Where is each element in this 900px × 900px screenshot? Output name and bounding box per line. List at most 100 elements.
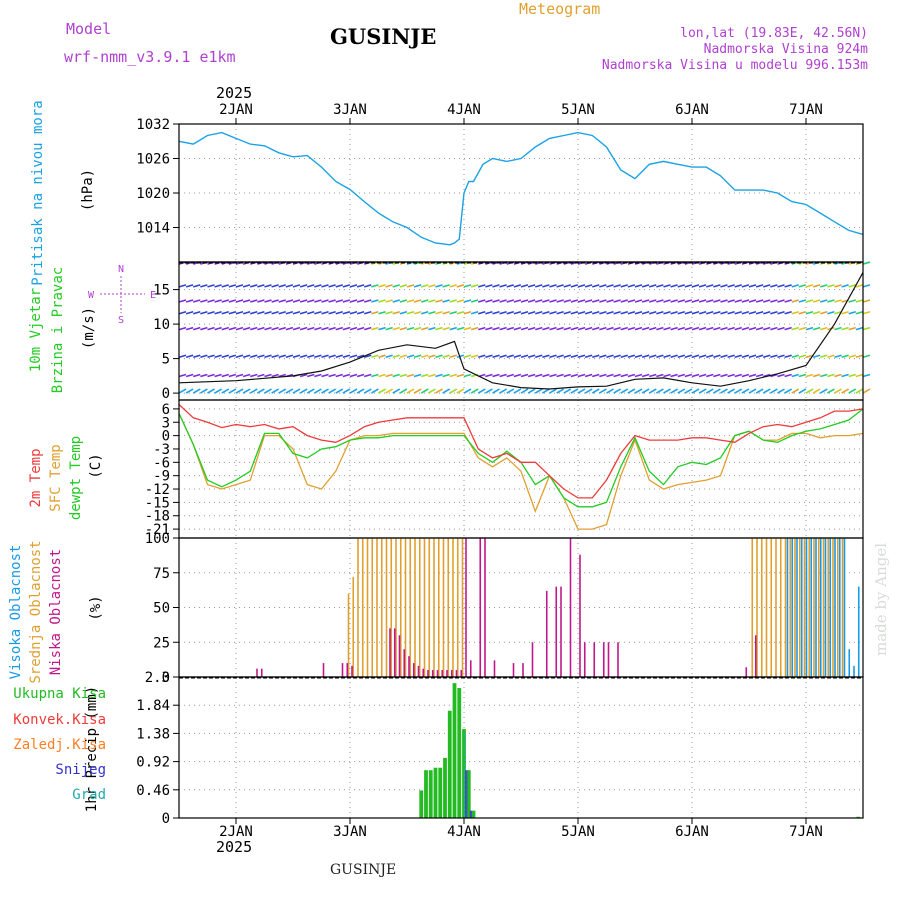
wind-barb xyxy=(442,284,450,288)
wind-barb xyxy=(784,388,793,394)
wind-barb xyxy=(770,299,778,303)
wind-barb xyxy=(520,373,529,378)
wind-barb xyxy=(421,354,429,358)
wind-barb xyxy=(492,354,500,358)
wind-barb xyxy=(584,299,593,303)
wind-barb xyxy=(385,299,393,303)
wind-barb xyxy=(506,284,514,288)
wind-barb xyxy=(499,354,507,358)
wind-barb xyxy=(848,310,856,315)
wind-barb xyxy=(513,326,522,331)
wind-barb xyxy=(770,373,778,378)
sfc-temp-line xyxy=(178,413,864,530)
wind-barb xyxy=(841,373,849,378)
wind-barb xyxy=(577,284,586,288)
wind-barb xyxy=(577,299,586,303)
wind-barb xyxy=(178,373,187,378)
wind-barb xyxy=(613,299,621,303)
wind-barb xyxy=(228,354,237,358)
wind-barb xyxy=(762,388,771,394)
wind-barb xyxy=(755,299,764,303)
wind-barb xyxy=(763,354,771,358)
wind-barb xyxy=(670,284,678,288)
y-tick-label: -21 xyxy=(145,522,170,538)
wind-barb xyxy=(271,310,279,315)
wind-barb xyxy=(250,373,258,378)
wind-barb xyxy=(485,299,493,303)
wind-barb xyxy=(613,388,622,394)
wind-barb xyxy=(456,373,465,378)
wind-barb xyxy=(649,354,657,358)
wind-barb xyxy=(734,299,742,303)
wind-barb xyxy=(862,373,871,378)
wind-barb xyxy=(278,388,287,394)
wind-barb xyxy=(449,299,457,303)
wind-barb xyxy=(342,373,351,378)
wind-barb xyxy=(356,388,365,394)
wind-barb xyxy=(584,354,593,358)
wind-barb xyxy=(456,310,465,315)
wind-barb xyxy=(620,373,628,378)
wind-barb xyxy=(798,284,807,288)
wind-barb xyxy=(292,299,301,303)
cloud-label-2: Srednja Oblacnost xyxy=(28,540,44,683)
wind-barb xyxy=(264,299,272,303)
y-tick-label: 0 xyxy=(162,386,170,402)
wind-barb xyxy=(413,310,422,315)
wind-barb xyxy=(193,310,201,315)
wind-barb xyxy=(770,354,778,358)
wind-barb xyxy=(670,373,678,378)
wind-barb xyxy=(520,354,529,358)
wind-barb xyxy=(485,310,493,315)
top-day-label: 7JAN xyxy=(789,102,823,118)
total-precip-bar xyxy=(457,688,462,818)
wind-barb xyxy=(706,284,714,288)
wind-barb xyxy=(620,388,629,394)
wind-barb xyxy=(193,299,201,303)
wind-barb xyxy=(356,373,365,378)
wind-barb xyxy=(235,284,244,288)
wind-barb xyxy=(563,326,571,331)
wind-barb xyxy=(235,388,244,394)
wind-barb xyxy=(577,354,586,358)
wind-barb xyxy=(271,299,279,303)
wind-barb xyxy=(827,299,835,303)
wind-barb xyxy=(413,326,422,331)
wind-barb xyxy=(292,354,301,358)
wind-barb xyxy=(805,284,814,288)
wind-barb xyxy=(492,299,500,303)
wind-barb xyxy=(763,373,771,378)
wind-barb xyxy=(706,299,714,303)
wind-barb xyxy=(392,284,400,288)
wind-barb xyxy=(677,354,685,358)
wind-barb xyxy=(627,310,636,315)
wind-barb xyxy=(535,310,543,315)
wind-barb xyxy=(734,284,742,288)
wind-barb xyxy=(641,310,650,315)
wind-barb xyxy=(727,326,735,331)
wind-barb xyxy=(592,299,600,303)
wind-barb xyxy=(235,354,244,358)
wind-barb xyxy=(299,310,308,315)
wind-barb xyxy=(592,373,600,378)
total-precip-bar xyxy=(447,710,452,818)
wind-barb xyxy=(534,388,543,394)
total-precip-bar xyxy=(438,767,443,818)
wind-barb xyxy=(663,373,671,378)
wind-barb xyxy=(413,388,422,394)
wind-barb xyxy=(684,310,693,315)
wind-barb xyxy=(698,284,707,288)
wind-barb xyxy=(235,310,244,315)
wind-barb xyxy=(478,310,486,315)
wind-barb xyxy=(841,354,849,358)
wind-barb xyxy=(556,326,564,331)
wind-barb xyxy=(641,284,650,288)
wind-barb xyxy=(406,326,415,331)
wind-barb xyxy=(200,284,208,288)
year-bottom: 2025 xyxy=(216,838,253,856)
bottom-day-label: 6JAN xyxy=(675,824,709,840)
wind-barb xyxy=(207,326,215,331)
wind-barb xyxy=(200,354,208,358)
y-tick-label: -6 xyxy=(153,455,170,471)
